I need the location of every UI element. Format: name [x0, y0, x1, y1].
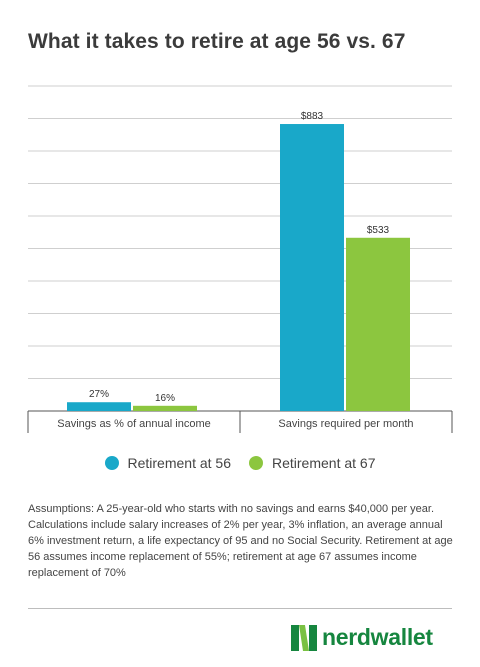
nerdwallet-logo: nerdwallet: [291, 624, 433, 651]
chart-title: What it takes to retire at age 56 vs. 67: [28, 30, 406, 53]
legend-item-retirement-56: Retirement at 56: [104, 455, 232, 471]
nerdwallet-n-logo-icon: [291, 624, 317, 651]
x-tick-label: Savings required per month: [278, 418, 413, 430]
data-label: 16%: [155, 393, 175, 404]
legend-item-retirement-67: Retirement at 67: [249, 455, 376, 471]
bar: [133, 405, 197, 411]
data-label: 27%: [89, 389, 109, 400]
chart-legend: Retirement at 56 Retirement at 67: [0, 455, 480, 471]
legend-swatch-retirement-67: [249, 456, 263, 470]
brand-name: nerdwallet: [322, 624, 433, 650]
data-label: $883: [301, 111, 324, 122]
x-tick-label: Savings as % of annual income: [57, 418, 210, 430]
bar: [67, 402, 131, 411]
legend-label-retirement-67: Retirement at 67: [272, 455, 376, 471]
bar-chart: Savings as % of annual income Savings req…: [27, 85, 453, 433]
footer-divider: [28, 608, 452, 609]
legend-swatch-retirement-56: [104, 456, 119, 470]
data-label: $533: [367, 225, 390, 236]
assumptions-note: Assumptions: A 25-year-old who starts wi…: [28, 503, 453, 579]
legend-label-retirement-56: Retirement at 56: [127, 455, 232, 471]
bar: [280, 124, 344, 412]
bar: [346, 237, 410, 411]
